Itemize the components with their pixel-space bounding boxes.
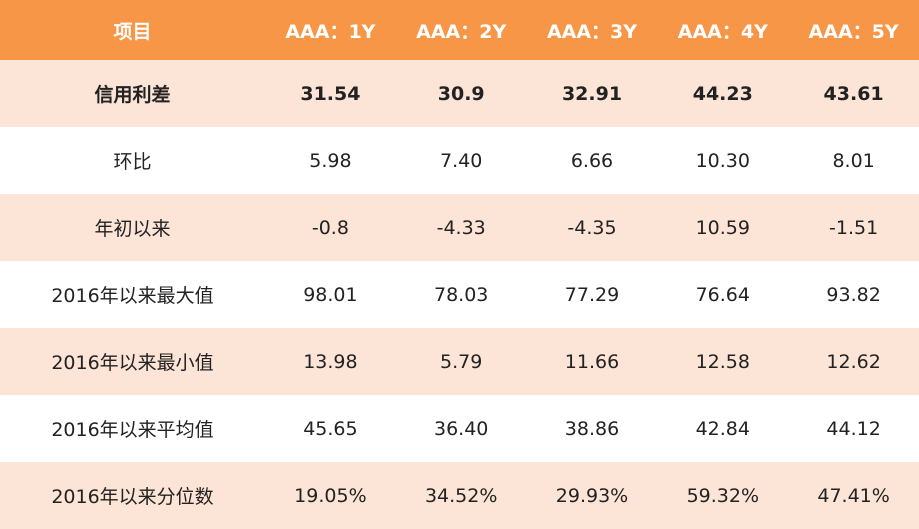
- cell: 10.30: [657, 127, 789, 194]
- table-row: 2016年以来最大值 98.01 78.03 77.29 76.64 93.82: [0, 261, 919, 328]
- row-label: 2016年以来分位数: [0, 462, 265, 529]
- cell: 43.61: [788, 60, 919, 127]
- cell: 38.86: [526, 395, 658, 462]
- row-label: 环比: [0, 127, 265, 194]
- cell: 8.01: [788, 127, 919, 194]
- cell: 45.65: [265, 395, 396, 462]
- header-cell: AAA：4Y: [657, 0, 789, 60]
- cell: 77.29: [526, 261, 658, 328]
- table-row: 年初以来 -0.8 -4.33 -4.35 10.59 -1.51: [0, 194, 919, 261]
- table-row: 2016年以来最小值 13.98 5.79 11.66 12.58 12.62: [0, 328, 919, 395]
- cell: 13.98: [265, 328, 396, 395]
- cell: 44.12: [788, 395, 919, 462]
- cell: 11.66: [526, 328, 658, 395]
- cell: 6.66: [526, 127, 658, 194]
- cell: 59.32%: [657, 462, 789, 529]
- cell: 76.64: [657, 261, 789, 328]
- cell: 5.98: [265, 127, 396, 194]
- header-row: 项目 AAA：1Y AAA：2Y AAA：3Y AAA：4Y AAA：5Y: [0, 0, 919, 60]
- cell: 5.79: [395, 328, 527, 395]
- cell: 29.93%: [526, 462, 658, 529]
- cell: 42.84: [657, 395, 789, 462]
- cell: 30.9: [395, 60, 527, 127]
- row-label: 2016年以来最小值: [0, 328, 265, 395]
- cell: 44.23: [657, 60, 789, 127]
- cell: 10.59: [657, 194, 789, 261]
- cell: -4.33: [395, 194, 527, 261]
- header-cell: AAA：3Y: [526, 0, 658, 60]
- cell: 12.62: [788, 328, 919, 395]
- cell: 31.54: [265, 60, 396, 127]
- header-cell: AAA：5Y: [788, 0, 919, 60]
- cell: 32.91: [526, 60, 658, 127]
- cell: 34.52%: [395, 462, 527, 529]
- cell: 78.03: [395, 261, 527, 328]
- row-label: 信用利差: [0, 60, 265, 127]
- header-cell: 项目: [0, 0, 265, 60]
- cell: 47.41%: [788, 462, 919, 529]
- header-cell: AAA：2Y: [395, 0, 527, 60]
- cell: -1.51: [788, 194, 919, 261]
- cell: 12.58: [657, 328, 789, 395]
- cell: -4.35: [526, 194, 658, 261]
- cell: 98.01: [265, 261, 396, 328]
- cell: 19.05%: [265, 462, 396, 529]
- cell: -0.8: [265, 194, 396, 261]
- cell: 93.82: [788, 261, 919, 328]
- table-row: 环比 5.98 7.40 6.66 10.30 8.01: [0, 127, 919, 194]
- cell: 36.40: [395, 395, 527, 462]
- table-row: 2016年以来分位数 19.05% 34.52% 29.93% 59.32% 47.41%: [0, 462, 919, 529]
- table-row: 信用利差 31.54 30.9 32.91 44.23 43.61: [0, 60, 919, 127]
- table-row: 2016年以来平均值 45.65 36.40 38.86 42.84 44.12: [0, 395, 919, 462]
- header-cell: AAA：1Y: [265, 0, 396, 60]
- row-label: 年初以来: [0, 194, 265, 261]
- row-label: 2016年以来最大值: [0, 261, 265, 328]
- cell: 7.40: [395, 127, 527, 194]
- row-label: 2016年以来平均值: [0, 395, 265, 462]
